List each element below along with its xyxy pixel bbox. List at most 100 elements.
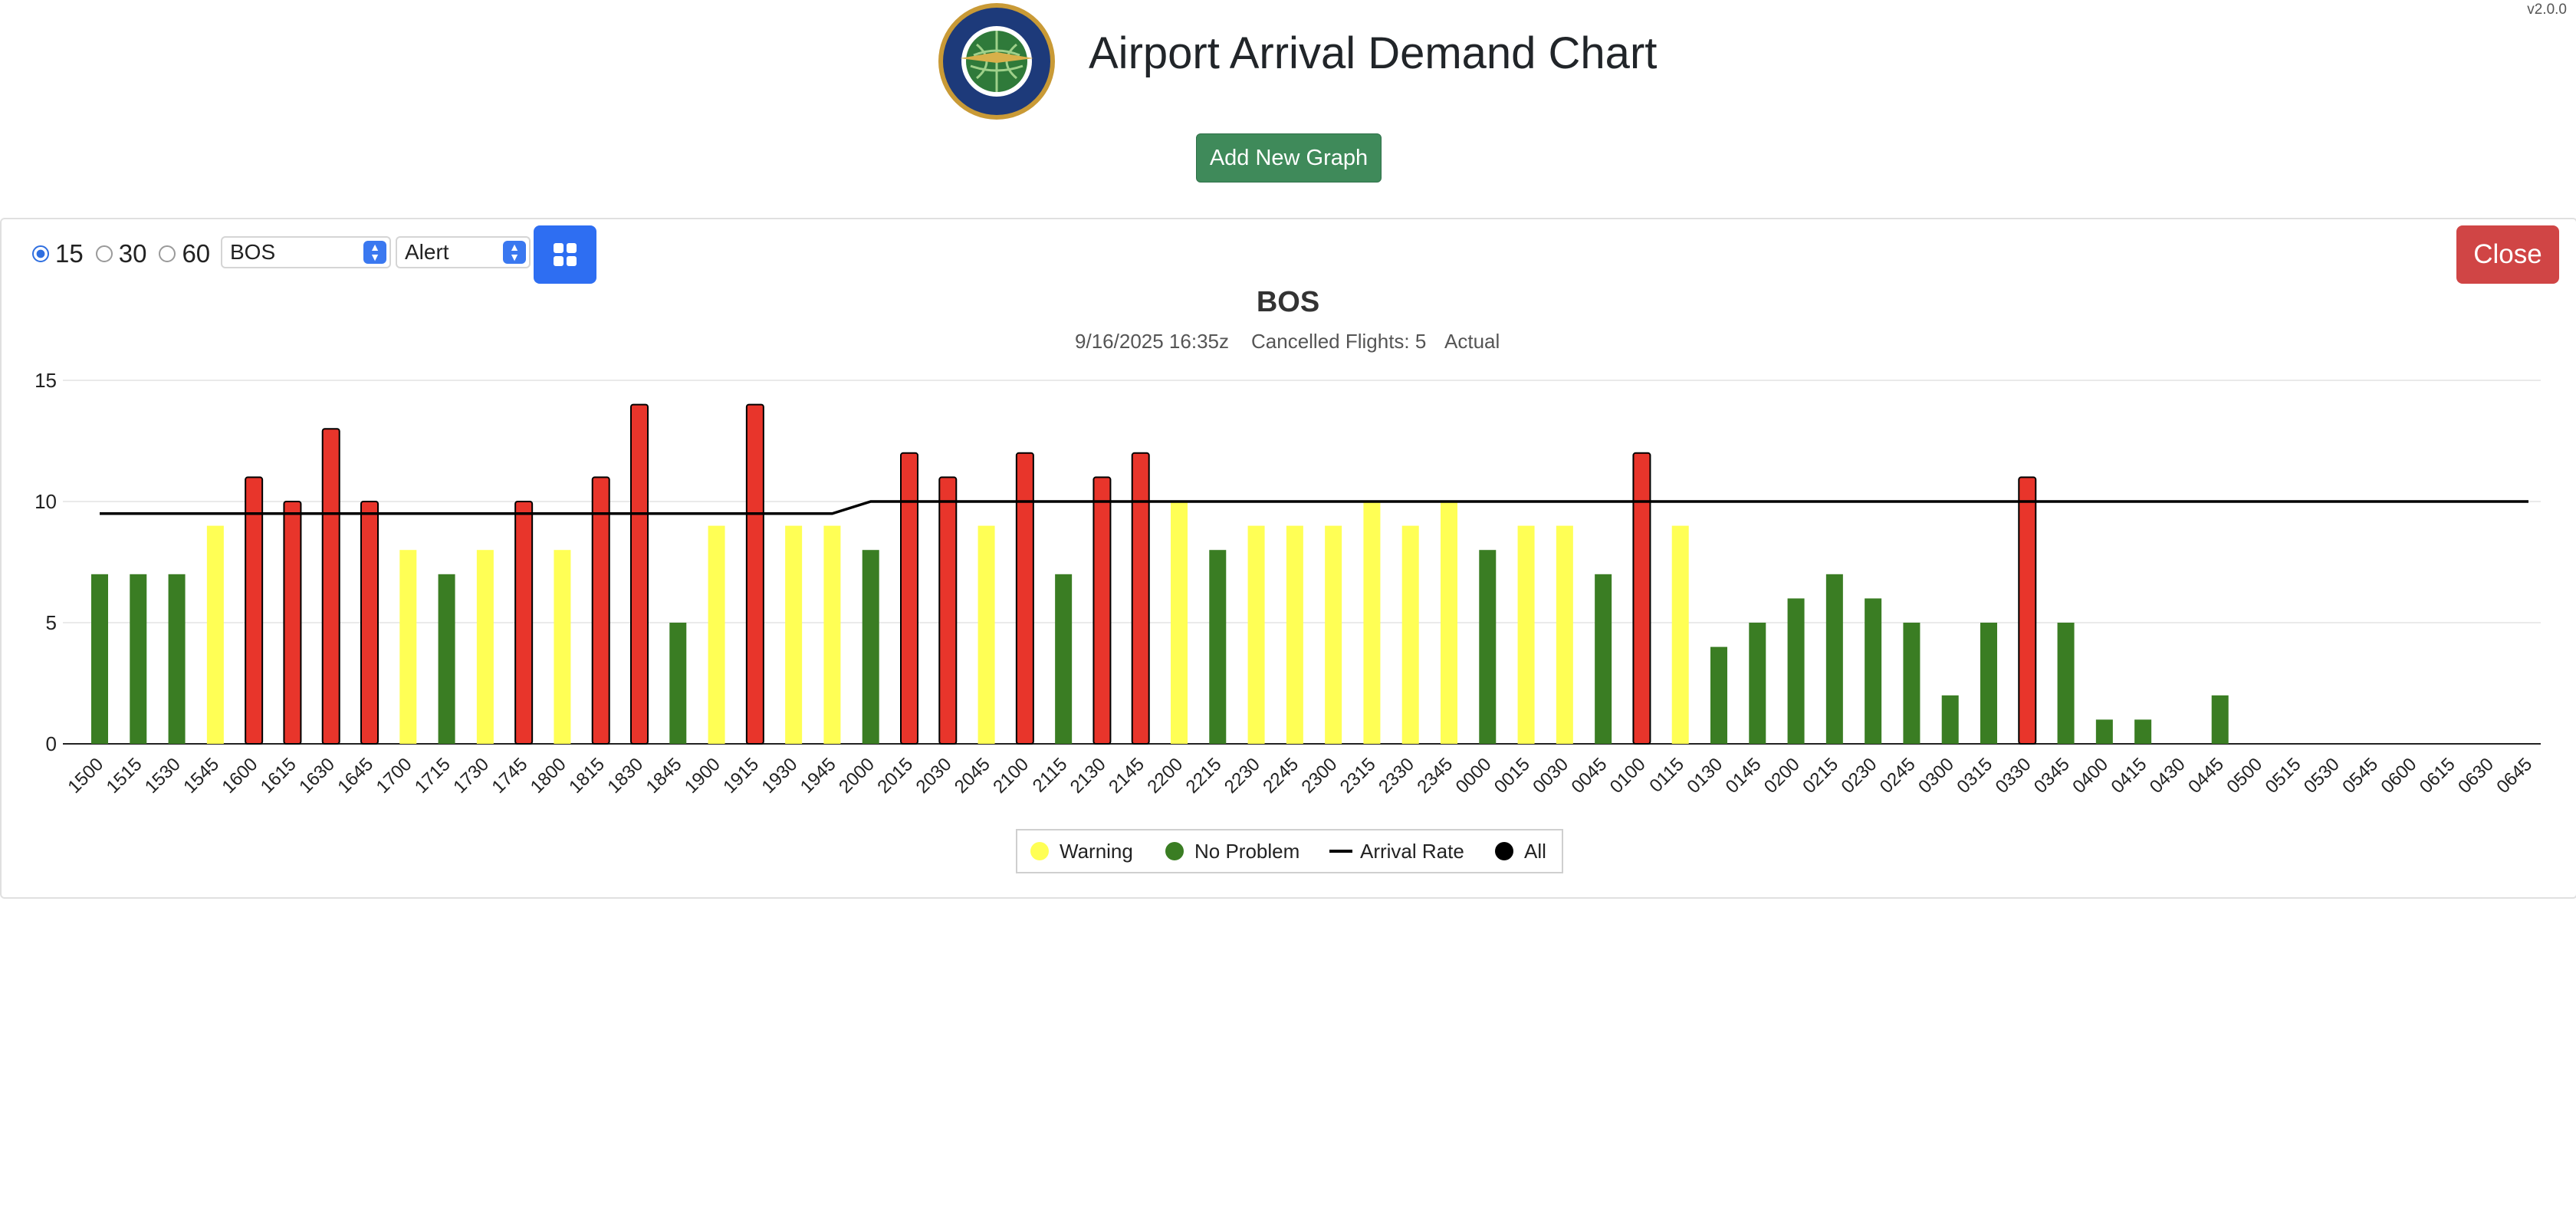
bar	[1941, 695, 1959, 744]
x-tick-label: 0145	[1722, 754, 1766, 798]
x-tick-label: 2115	[1029, 754, 1072, 797]
version-label: v2.0.0	[2527, 2, 2567, 18]
legend-label: No Problem	[1194, 840, 1300, 863]
radio-selected-icon	[32, 245, 49, 262]
bar	[1055, 574, 1073, 744]
interval-label: 60	[182, 239, 211, 268]
arrival-rate-line	[100, 500, 2528, 515]
bar	[168, 574, 186, 744]
bar	[1209, 550, 1227, 744]
x-tick-label: 0100	[1606, 754, 1650, 798]
y-tick-label: 0	[46, 732, 57, 755]
x-tick-label: 1730	[449, 754, 493, 798]
bar	[321, 428, 340, 745]
x-tick-label: 0445	[2184, 754, 2228, 798]
bar	[1286, 525, 1303, 744]
x-tick-label: 1945	[797, 754, 840, 798]
radio-unselected-icon	[95, 245, 113, 262]
graph-panel: 15 30 60 BOS ▲ ▼ Alert ▲ ▼ Close BOS 9/16/…	[0, 218, 2576, 899]
x-tick-label: 2300	[1298, 754, 1342, 798]
bar	[630, 403, 649, 745]
x-tick-label: 1545	[179, 754, 223, 798]
x-tick-label: 0015	[1490, 754, 1534, 798]
bar	[1749, 623, 1766, 744]
x-tick-label: 1630	[295, 754, 339, 798]
interval-radio-group: 15 30 60	[32, 239, 222, 268]
x-tick-label: 0115	[1645, 754, 1688, 797]
bar	[438, 574, 455, 744]
x-tick-label: 0315	[1953, 754, 1996, 798]
bar	[1441, 502, 1457, 744]
faa-logo-icon	[938, 3, 1055, 120]
x-tick-label: 2245	[1259, 754, 1303, 798]
bar	[1092, 476, 1112, 745]
legend-marker	[1030, 842, 1049, 860]
x-tick-label: 1515	[103, 754, 146, 798]
bar	[1632, 452, 1651, 745]
page-title: Airport Arrival Demand Chart	[1089, 28, 1658, 78]
add-new-graph-button[interactable]: Add New Graph	[1196, 133, 1382, 183]
legend-label: Warning	[1060, 840, 1133, 863]
x-tick-label: 1800	[527, 754, 570, 798]
bar	[1556, 525, 1573, 744]
bar	[1595, 574, 1612, 744]
x-tick-label: 2315	[1336, 754, 1380, 798]
bar	[514, 501, 534, 745]
bar	[1247, 525, 1265, 744]
bar	[745, 403, 764, 745]
bar	[1363, 502, 1381, 744]
x-tick-label: 1500	[64, 754, 107, 798]
x-tick-label: 1845	[642, 754, 686, 798]
x-tick-label: 2030	[912, 754, 956, 798]
interval-radio-60[interactable]: 60	[159, 239, 210, 268]
x-tick-label: 0515	[2262, 754, 2305, 798]
bar	[1980, 623, 1997, 744]
interval-radio-30[interactable]: 30	[95, 239, 146, 268]
x-tick-label: 0500	[2223, 754, 2266, 798]
bar	[399, 550, 417, 744]
mode-select[interactable]: Alert ▲ ▼	[396, 236, 531, 268]
bar	[1131, 452, 1150, 745]
bar	[1171, 502, 1188, 744]
bar	[591, 476, 610, 745]
bar	[1517, 525, 1535, 744]
legend-label: All	[1524, 840, 1546, 863]
page-header: Airport Arrival Demand Chart Add New Gra…	[0, 0, 2576, 183]
x-tick-label: 1700	[373, 754, 416, 798]
x-tick-label: 2015	[873, 754, 917, 798]
bar	[978, 525, 995, 744]
bar	[2095, 719, 2113, 744]
bar	[862, 550, 879, 744]
x-tick-label: 2100	[989, 754, 1033, 798]
x-tick-label: 0345	[2030, 754, 2074, 798]
x-tick-label: 0200	[1760, 754, 1804, 798]
bar	[476, 550, 494, 744]
bar	[91, 574, 108, 744]
airport-select[interactable]: BOS ▲ ▼	[221, 236, 391, 268]
interval-radio-15[interactable]: 15	[32, 239, 84, 268]
select-chevron-icon: ▲ ▼	[503, 241, 526, 264]
x-tick-label: 0245	[1876, 754, 1920, 798]
x-tick-label: 0215	[1799, 754, 1842, 798]
x-tick-label: 2230	[1221, 754, 1264, 798]
legend-label: Arrival Rate	[1360, 840, 1464, 863]
bar	[669, 623, 687, 744]
x-tick-label: 0430	[2146, 754, 2190, 798]
grid-icon	[554, 243, 577, 266]
bar	[1903, 623, 1921, 744]
radio-unselected-icon	[159, 245, 176, 262]
bar	[2211, 695, 2229, 744]
x-tick-label: 2330	[1375, 754, 1418, 798]
bar	[554, 550, 571, 744]
x-tick-label: 0330	[1992, 754, 2036, 798]
close-button[interactable]: Close	[2456, 225, 2559, 284]
bar	[1787, 598, 1805, 744]
mode-select-value: Alert	[405, 240, 449, 264]
chart-subtitle-mode: Actual	[1444, 330, 1500, 353]
x-tick-label: 1900	[681, 754, 724, 798]
x-tick-label: 2000	[835, 754, 879, 798]
x-tick-label: 0530	[2300, 754, 2344, 798]
layout-grid-button[interactable]	[534, 225, 596, 284]
bar	[283, 501, 302, 745]
airport-select-value: BOS	[230, 240, 276, 264]
